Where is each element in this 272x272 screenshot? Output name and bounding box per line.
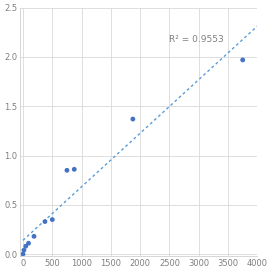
Point [65,168,69,172]
Text: R² = 0.9553: R² = 0.9553 [169,35,224,44]
Point [240,58,245,62]
Point [32,234,36,239]
Point [131,117,135,121]
Point [22,248,26,252]
Point [24,244,28,248]
Point [26,241,31,245]
Point [43,220,47,224]
Point [72,167,76,171]
Point [21,252,25,256]
Point [50,217,54,222]
